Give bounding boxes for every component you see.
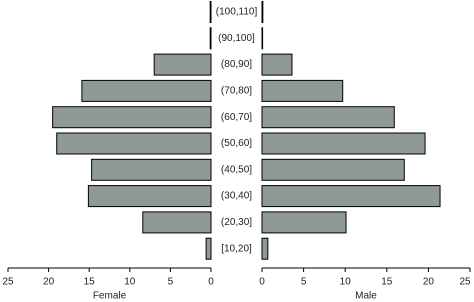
category-label: (80,90] — [221, 59, 252, 70]
bar — [261, 27, 264, 50]
bar — [261, 237, 269, 260]
bar — [261, 1, 264, 23]
bar — [261, 211, 347, 234]
bar — [153, 53, 212, 76]
bar — [261, 132, 426, 155]
category-label: (90,100] — [218, 33, 255, 44]
bar — [209, 27, 212, 50]
bar — [56, 132, 212, 155]
category-label: (40,50] — [221, 164, 252, 175]
category-label: (20,30] — [221, 217, 252, 228]
x-tick-label: 15 — [381, 277, 393, 288]
x-tick-label: 25 — [459, 277, 471, 288]
x-tick-label: 10 — [340, 277, 352, 288]
x-axis-title: Male — [355, 291, 377, 302]
x-tick-label: 5 — [301, 277, 307, 288]
bar — [261, 53, 293, 76]
bar — [261, 185, 441, 208]
bar — [261, 158, 405, 181]
bar — [261, 79, 344, 102]
bar — [142, 211, 212, 234]
bar — [261, 106, 395, 129]
x-tick-label: 15 — [84, 277, 96, 288]
x-tick-label: 0 — [259, 277, 265, 288]
bar — [52, 106, 212, 129]
category-label: (60,70] — [221, 112, 252, 123]
bar — [209, 1, 212, 23]
x-tick-label: 0 — [208, 277, 214, 288]
category-label: (100,110] — [216, 7, 258, 18]
x-axis-title: Female — [93, 291, 127, 302]
category-label: [10,20] — [221, 243, 252, 254]
x-tick-label: 5 — [168, 277, 174, 288]
category-label: (30,40] — [221, 191, 252, 202]
bar — [91, 158, 212, 181]
x-tick-label: 20 — [43, 277, 55, 288]
bar — [87, 185, 212, 208]
category-label: (50,60] — [221, 138, 252, 149]
category-label: (70,80] — [221, 86, 252, 97]
bar — [205, 237, 212, 260]
x-tick-label: 25 — [2, 277, 14, 288]
x-tick-label: 20 — [423, 277, 435, 288]
x-tick-label: 10 — [124, 277, 136, 288]
bar — [81, 79, 212, 102]
